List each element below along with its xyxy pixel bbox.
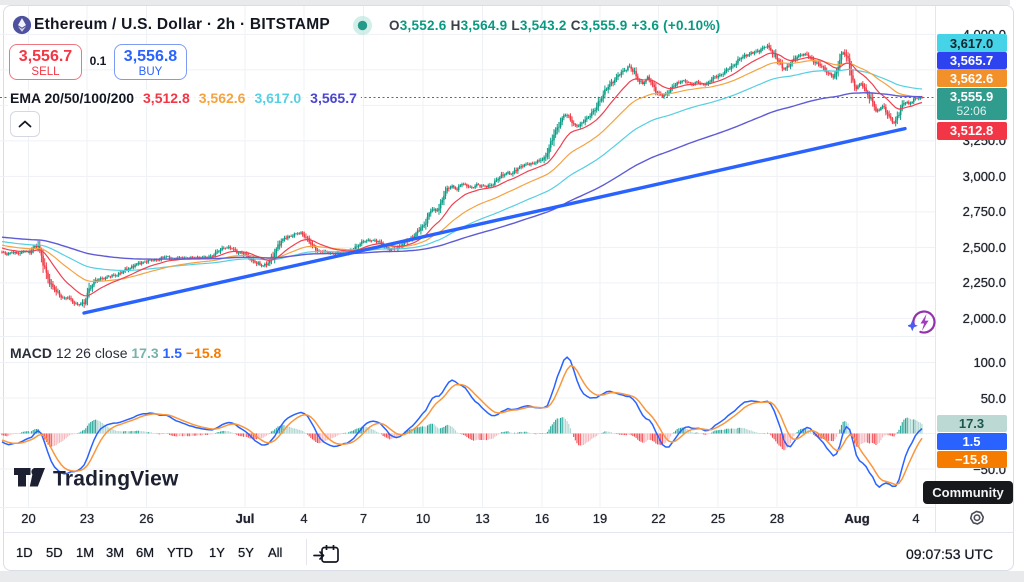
svg-text:TradingView: TradingView xyxy=(53,468,179,491)
